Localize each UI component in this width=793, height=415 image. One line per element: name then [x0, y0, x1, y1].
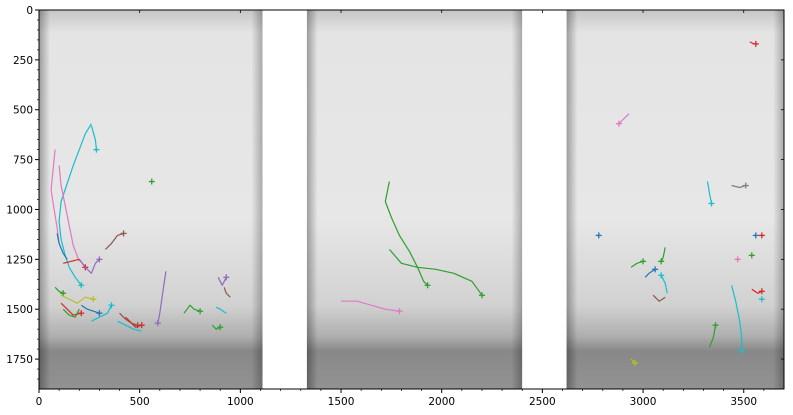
track-end-marker-14	[108, 302, 115, 309]
track-end-marker-35	[652, 266, 659, 273]
x-tick-label: 3500	[730, 396, 757, 408]
track-end-marker-28	[615, 120, 622, 127]
y-tick-label: 750	[13, 155, 33, 167]
track-end-marker-23	[217, 324, 224, 331]
track-end-marker-40	[734, 256, 741, 263]
y-axis: 0 250 500 750 1000 1250 1500 1750	[6, 5, 784, 380]
track-end-marker-20	[223, 274, 230, 281]
x-axis: 0 500 1000 1500 2000 2500 3000 3500	[36, 10, 765, 408]
track-10	[60, 294, 94, 304]
track-end-marker-27	[396, 308, 403, 315]
track-27	[341, 300, 400, 312]
x-tick-label: 3000	[630, 396, 657, 408]
panel-shade-2	[306, 10, 523, 389]
track-12	[62, 308, 80, 318]
image-background	[39, 10, 784, 389]
track-end-marker-18	[154, 320, 161, 327]
track-15	[119, 312, 138, 326]
track-16	[125, 316, 142, 328]
track-end-marker-24	[148, 178, 155, 185]
track-end-marker-44	[758, 296, 765, 303]
track-end-marker-45	[712, 322, 719, 329]
track-end-marker-9	[60, 290, 67, 297]
track-end-marker-41	[748, 252, 755, 259]
track-31	[706, 181, 713, 204]
track-7	[78, 258, 100, 274]
track-5	[56, 233, 68, 260]
track-end-marker-43	[738, 348, 745, 355]
y-tick-label: 500	[13, 105, 33, 117]
track-end-marker-31	[708, 200, 715, 207]
track-8	[104, 232, 124, 250]
y-tick-label: 1500	[6, 304, 33, 316]
track-end-marker-1	[78, 282, 85, 289]
track-37	[652, 294, 666, 302]
track-end-marker-10	[90, 296, 97, 303]
x-tick-label: 2500	[529, 396, 556, 408]
track-3	[50, 149, 60, 244]
y-tick-label: 250	[13, 55, 33, 67]
track-33	[660, 247, 666, 262]
y-tick-label: 1250	[6, 254, 33, 266]
track-end-marker-26	[478, 292, 485, 299]
track-end-marker-2	[93, 146, 100, 153]
track-35	[644, 268, 656, 278]
panel-shade-3	[566, 10, 784, 389]
track-42	[751, 288, 763, 294]
x-tick-label: 1000	[227, 396, 254, 408]
x-tick-label: 500	[130, 396, 150, 408]
track-end-marker-7	[96, 256, 103, 263]
track-end-marker-34	[640, 258, 647, 265]
track-end-marker-33	[658, 258, 665, 265]
track-4	[58, 165, 80, 262]
track-13	[80, 304, 100, 314]
track-end-marker-42	[758, 288, 765, 295]
x-tick-label: 0	[36, 396, 43, 408]
panel-shade-1	[39, 10, 263, 389]
x-tick-label: 1500	[328, 396, 355, 408]
track-end-marker-13	[96, 310, 103, 317]
track-20	[217, 277, 227, 286]
track-end-marker-46	[632, 360, 638, 367]
track-14	[91, 304, 113, 322]
track-end-marker-29	[752, 40, 759, 47]
track-18	[157, 271, 167, 324]
track-end-marker-30	[595, 232, 602, 239]
track-end-marker-16	[138, 322, 145, 329]
track-22	[215, 306, 227, 314]
track-end-marker-19	[197, 308, 204, 315]
y-tick-label: 1000	[6, 204, 33, 216]
separator-2	[522, 10, 567, 389]
track-17	[117, 320, 142, 332]
track-end-marker-11	[78, 310, 85, 317]
track-36	[660, 275, 668, 294]
track-19	[183, 304, 201, 314]
y-tick-label: 0	[26, 5, 33, 17]
track-23	[211, 324, 221, 330]
track-end-marker-36	[658, 272, 665, 279]
track-end-marker-38	[752, 232, 759, 239]
track-25	[384, 181, 429, 286]
y-tick-label: 1750	[6, 354, 33, 366]
separator-1	[262, 10, 307, 389]
track-28	[618, 113, 630, 125]
track-end-marker-39	[758, 232, 765, 239]
track-end-marker-32	[742, 182, 749, 189]
tracks	[50, 40, 765, 367]
track-1	[58, 123, 92, 286]
x-tick-label: 2000	[428, 396, 455, 408]
track-21	[223, 287, 231, 298]
track-end-marker-25	[424, 282, 431, 289]
track-45	[708, 325, 717, 348]
track-end-marker-8	[120, 230, 127, 237]
track-43	[731, 285, 743, 352]
track-26	[388, 249, 483, 296]
track-2	[90, 125, 97, 150]
